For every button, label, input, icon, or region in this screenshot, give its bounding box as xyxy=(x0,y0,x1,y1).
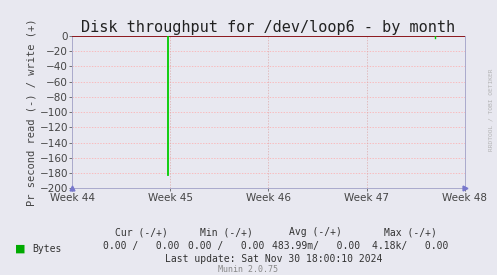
Text: Min (-/+): Min (-/+) xyxy=(200,227,252,237)
Text: RRDTOOL / TOBI OETIKER: RRDTOOL / TOBI OETIKER xyxy=(488,69,493,151)
Text: Last update: Sat Nov 30 18:00:10 2024: Last update: Sat Nov 30 18:00:10 2024 xyxy=(165,254,382,264)
Text: 0.00 /   0.00: 0.00 / 0.00 xyxy=(103,241,180,251)
Title: Disk throughput for /dev/loop6 - by month: Disk throughput for /dev/loop6 - by mont… xyxy=(82,20,455,35)
Text: Cur (-/+): Cur (-/+) xyxy=(115,227,168,237)
Text: Max (-/+): Max (-/+) xyxy=(384,227,436,237)
Text: Bytes: Bytes xyxy=(32,244,62,254)
Text: 483.99m/   0.00: 483.99m/ 0.00 xyxy=(271,241,360,251)
Text: Munin 2.0.75: Munin 2.0.75 xyxy=(219,265,278,274)
Text: Avg (-/+): Avg (-/+) xyxy=(289,227,342,237)
Text: 0.00 /   0.00: 0.00 / 0.00 xyxy=(188,241,264,251)
Text: ■: ■ xyxy=(15,244,25,254)
Y-axis label: Pr second read (-) / write (+): Pr second read (-) / write (+) xyxy=(27,18,37,206)
Text: 4.18k/   0.00: 4.18k/ 0.00 xyxy=(372,241,448,251)
